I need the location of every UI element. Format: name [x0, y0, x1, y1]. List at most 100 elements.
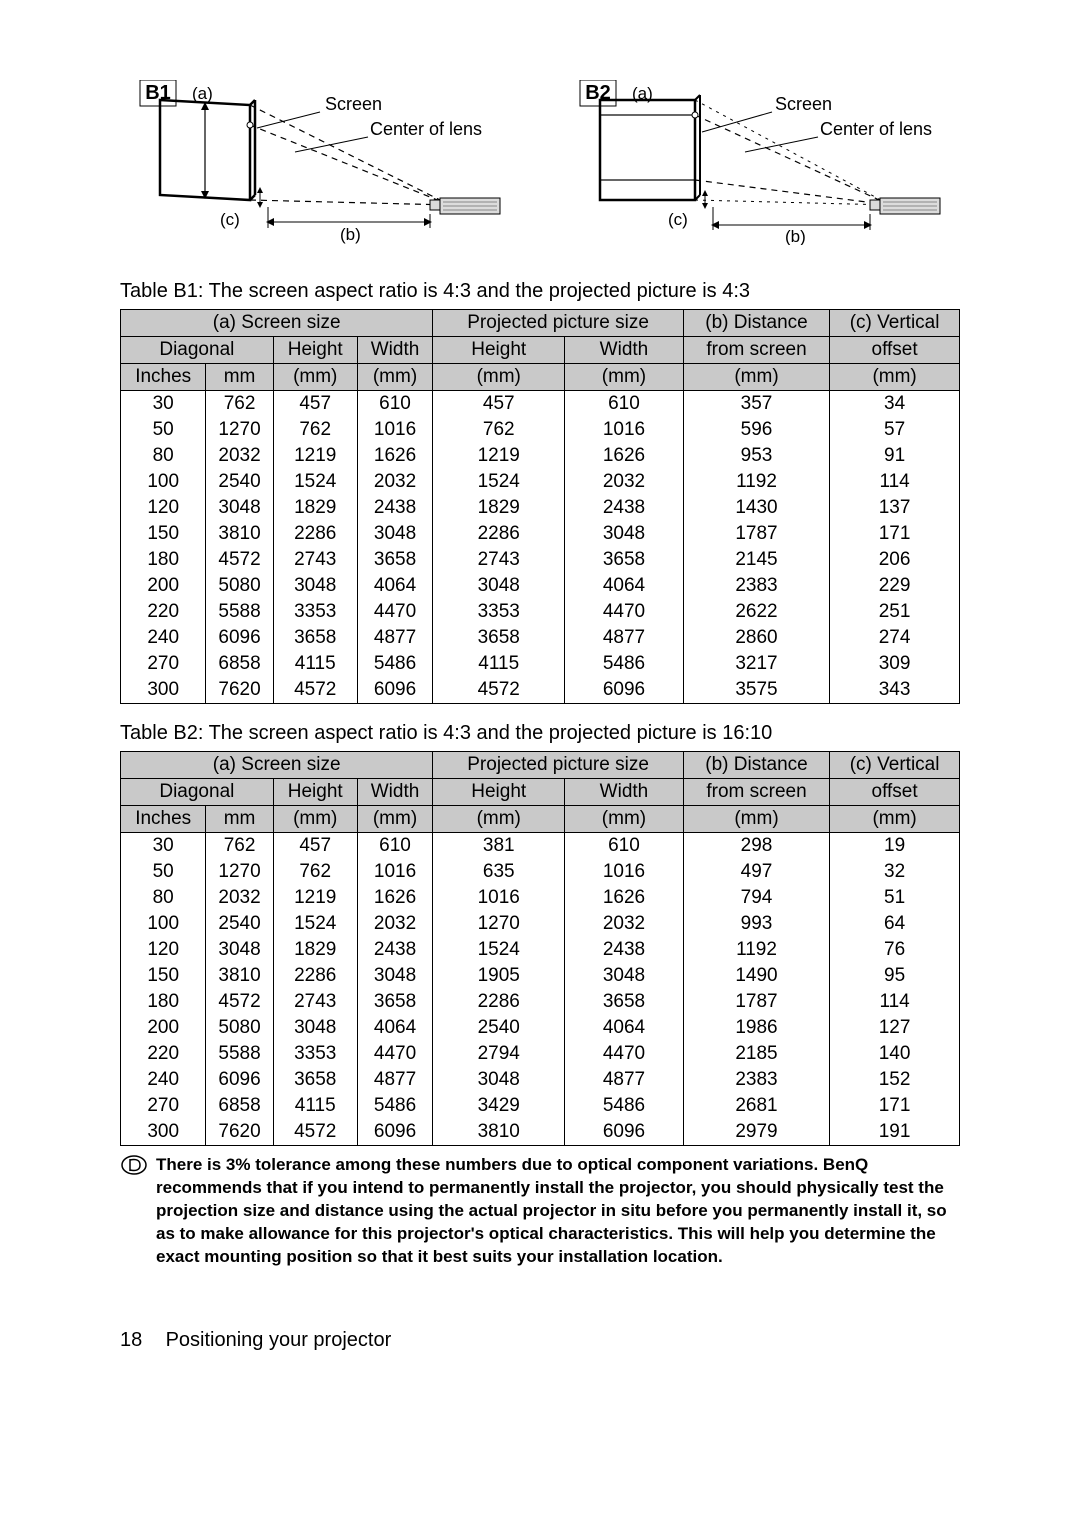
table-cell: 140 — [830, 1041, 960, 1067]
table-cell: 114 — [830, 989, 960, 1015]
table-cell: 2032 — [357, 469, 433, 495]
table-cell: 3658 — [565, 547, 684, 573]
table-cell: 251 — [830, 599, 960, 625]
table-cell: 4877 — [357, 1067, 433, 1093]
th2-mm: mm — [206, 806, 273, 833]
table-cell: 596 — [683, 417, 829, 443]
table-cell: 300 — [121, 1119, 206, 1146]
table-cell: 1490 — [683, 963, 829, 989]
diagram-b2-label-c: (c) — [668, 210, 688, 229]
table-cell: 993 — [683, 911, 829, 937]
table-cell: 4572 — [273, 677, 357, 704]
table-cell: 1192 — [683, 937, 829, 963]
table-cell: 497 — [683, 859, 829, 885]
table-row: 802032121916261016162679451 — [121, 885, 960, 911]
table-cell: 6096 — [565, 677, 684, 704]
table-cell: 2032 — [206, 885, 273, 911]
th2-inches: Inches — [121, 806, 206, 833]
table-cell: 229 — [830, 573, 960, 599]
table-cell: 30 — [121, 833, 206, 860]
table-cell: 1829 — [433, 495, 565, 521]
table-cell: 3810 — [433, 1119, 565, 1146]
table-cell: 762 — [206, 391, 273, 418]
table-cell: 220 — [121, 599, 206, 625]
table-cell: 2540 — [206, 911, 273, 937]
table-cell: 762 — [206, 833, 273, 860]
table-cell: 2540 — [206, 469, 273, 495]
table-cell: 2979 — [683, 1119, 829, 1146]
table-b1: (a) Screen size Projected picture size (… — [120, 309, 960, 704]
table-cell: 5486 — [357, 651, 433, 677]
table-cell: 610 — [357, 833, 433, 860]
table-cell: 4470 — [565, 599, 684, 625]
th-mm-4: (mm) — [565, 364, 684, 391]
table-cell: 1524 — [273, 469, 357, 495]
table-cell: 137 — [830, 495, 960, 521]
table-cell: 4877 — [565, 625, 684, 651]
th2-diagonal: Diagonal — [121, 779, 274, 806]
diagram-b2-screen: Screen — [775, 94, 832, 114]
table-cell: 309 — [830, 651, 960, 677]
table-cell: 2032 — [565, 911, 684, 937]
table-cell: 381 — [433, 833, 565, 860]
table-cell: 91 — [830, 443, 960, 469]
table-cell: 762 — [273, 417, 357, 443]
th-distance: (b) Distance — [683, 310, 829, 337]
table-cell: 80 — [121, 443, 206, 469]
th2-mm-1: (mm) — [273, 806, 357, 833]
table-cell: 1270 — [206, 417, 273, 443]
table-cell: 457 — [273, 833, 357, 860]
table-row: 200508030484064304840642383229 — [121, 573, 960, 599]
table-cell: 4572 — [433, 677, 565, 704]
table-cell: 4064 — [357, 573, 433, 599]
table-cell: 120 — [121, 937, 206, 963]
th-height-2: Height — [433, 337, 565, 364]
th2-offset: offset — [830, 779, 960, 806]
table-cell: 457 — [273, 391, 357, 418]
table-row: 150381022863048228630481787171 — [121, 521, 960, 547]
th-height: Height — [273, 337, 357, 364]
table-cell: 3048 — [206, 937, 273, 963]
table-row: 120304818292438182924381430137 — [121, 495, 960, 521]
table-cell: 206 — [830, 547, 960, 573]
table-cell: 2438 — [565, 495, 684, 521]
table-cell: 3658 — [273, 1067, 357, 1093]
page-number: 18 — [120, 1329, 160, 1352]
footer: 18 Positioning your projector — [120, 1329, 960, 1352]
table-cell: 2286 — [273, 521, 357, 547]
table-cell: 457 — [433, 391, 565, 418]
table-cell: 3048 — [273, 573, 357, 599]
table-row: 240609636584877304848772383152 — [121, 1067, 960, 1093]
table-cell: 2032 — [357, 911, 433, 937]
th-mm-5: (mm) — [683, 364, 829, 391]
table-cell: 2145 — [683, 547, 829, 573]
table-cell: 1192 — [683, 469, 829, 495]
table-cell: 7620 — [206, 677, 273, 704]
table-cell: 3048 — [357, 521, 433, 547]
th-screen-size: (a) Screen size — [121, 310, 433, 337]
th-width: Width — [357, 337, 433, 364]
table-cell: 1219 — [273, 885, 357, 911]
note-text: There is 3% tolerance among these number… — [156, 1154, 960, 1269]
footer-title: Positioning your projector — [166, 1329, 392, 1351]
diagram-b1-label-b: (b) — [340, 225, 361, 244]
table-cell: 114 — [830, 469, 960, 495]
table-cell: 120 — [121, 495, 206, 521]
table-cell: 1626 — [357, 443, 433, 469]
table-cell: 3048 — [357, 963, 433, 989]
diagram-b2: B2 (a) Screen Center of lens — [560, 80, 960, 250]
table-cell: 3658 — [433, 625, 565, 651]
table-cell: 1219 — [433, 443, 565, 469]
table-cell: 150 — [121, 521, 206, 547]
table-cell: 1829 — [273, 937, 357, 963]
table-row: 220558833534470279444702185140 — [121, 1041, 960, 1067]
table-cell: 2622 — [683, 599, 829, 625]
table-cell: 357 — [683, 391, 829, 418]
table-cell: 2032 — [206, 443, 273, 469]
th2-mm-3: (mm) — [433, 806, 565, 833]
th2-mm-4: (mm) — [565, 806, 684, 833]
table-cell: 1016 — [357, 417, 433, 443]
table-cell: 3658 — [357, 989, 433, 1015]
table-cell: 1524 — [433, 937, 565, 963]
table-cell: 3048 — [565, 521, 684, 547]
